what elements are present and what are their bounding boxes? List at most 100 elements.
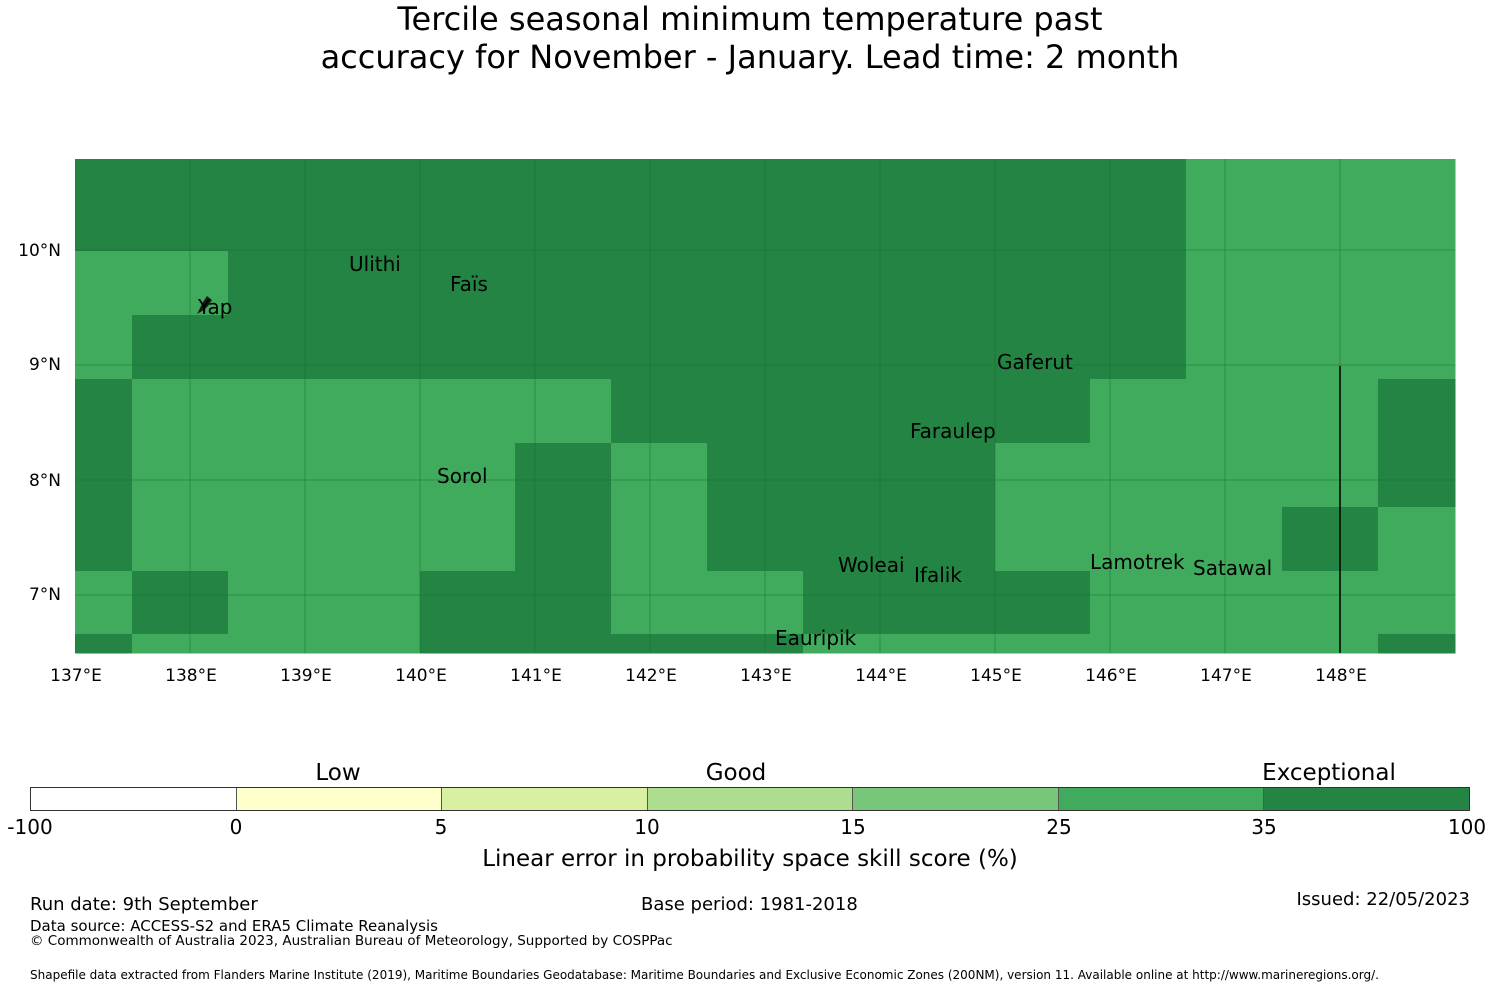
skill-cell	[420, 251, 516, 316]
lat-tick-label: 10°N	[18, 241, 61, 261]
skill-cell	[1282, 571, 1379, 635]
skill-cell	[803, 251, 900, 316]
skill-cell	[228, 187, 325, 252]
place-label-eauripik: Eauripik	[775, 626, 857, 650]
skill-cell	[1378, 507, 1456, 572]
skill-cell	[995, 251, 1091, 316]
skill-cell	[995, 379, 1091, 444]
lon-tick-label: 147°E	[1200, 666, 1252, 686]
place-label-woleai: Woleai	[838, 553, 905, 577]
skill-cell	[420, 379, 516, 444]
run-date: Run date: 9th September	[30, 894, 258, 915]
skill-cell	[75, 315, 133, 380]
skill-cell	[707, 507, 804, 572]
lat-tick-label: 7°N	[29, 585, 61, 605]
lat-tick-label: 9°N	[29, 355, 61, 375]
skill-cell	[515, 634, 612, 654]
skill-cell	[420, 443, 516, 508]
skill-cell	[1186, 507, 1283, 572]
skill-cell	[75, 634, 133, 654]
colorbar-label: Linear error in probability space skill …	[482, 846, 1018, 872]
lon-tick-label: 137°E	[50, 666, 102, 686]
place-labels: Ulithi Faïs Yap Gaferut Faraulep Sorol W…	[197, 252, 1272, 650]
skill-cell	[707, 443, 804, 508]
skill-cell	[75, 251, 133, 316]
place-label-yap: Yap	[197, 295, 232, 319]
map-title-line-2: accuracy for November - January. Lead ti…	[320, 38, 1180, 76]
skill-cell	[1090, 187, 1187, 252]
skill-grid	[75, 159, 1456, 654]
latitude-ticks: 10°N 9°N 8°N 7°N	[18, 241, 61, 605]
skill-cell	[75, 187, 133, 252]
lon-tick-label: 141°E	[510, 666, 562, 686]
skill-cell	[707, 571, 804, 635]
skill-cell	[1090, 571, 1187, 635]
skill-cell	[1282, 159, 1379, 188]
skill-cell	[515, 443, 612, 508]
skill-cell	[803, 634, 900, 654]
skill-cell	[324, 571, 421, 635]
lon-tick-label: 138°E	[165, 666, 217, 686]
skill-cell	[1090, 315, 1187, 380]
skill-cell	[1378, 571, 1456, 635]
skill-cell	[611, 507, 708, 572]
skill-cell	[899, 571, 996, 635]
colorbar-tick-label: 5	[434, 815, 448, 839]
skill-cell	[707, 159, 804, 188]
skill-cell	[707, 315, 804, 380]
place-label-ifalik: Ifalik	[914, 563, 962, 587]
skill-cell	[899, 443, 996, 508]
skill-cell	[1090, 159, 1187, 188]
skill-cell	[1282, 315, 1379, 380]
legend-category-good: Good	[705, 760, 767, 786]
colorbar-segment	[1264, 788, 1470, 810]
skill-cell	[228, 634, 325, 654]
skill-cell	[611, 571, 708, 635]
skill-cell	[228, 571, 325, 635]
skill-cell	[324, 443, 421, 508]
skill-cell	[1282, 379, 1379, 444]
skill-cell	[515, 507, 612, 572]
place-label-ulithi: Ulithi	[349, 252, 401, 276]
lon-tick-label: 145°E	[970, 666, 1022, 686]
skill-cell	[132, 571, 229, 635]
skill-cell	[1186, 443, 1283, 508]
issued-date: Issued: 22/05/2023	[1296, 889, 1470, 910]
lon-tick-label: 142°E	[625, 666, 677, 686]
shapefile-credit: Shapefile data extracted from Flanders M…	[30, 968, 1379, 982]
skill-cell	[1378, 251, 1456, 316]
skill-cell	[75, 443, 133, 508]
skill-cell	[420, 507, 516, 572]
skill-cell	[132, 251, 229, 316]
skill-cell	[515, 159, 612, 188]
place-label-satawal: Satawal	[1193, 556, 1272, 580]
skill-cell	[132, 379, 229, 444]
skill-cell	[420, 571, 516, 635]
data-source: Data source: ACCESS-S2 and ERA5 Climate …	[30, 917, 438, 935]
skill-cell	[707, 634, 804, 654]
lon-tick-label: 140°E	[395, 666, 447, 686]
skill-cell	[899, 379, 996, 444]
skill-cell	[1090, 443, 1187, 508]
skill-cell	[324, 187, 421, 252]
place-label-gaferut: Gaferut	[997, 350, 1073, 374]
skill-cell	[1282, 507, 1379, 572]
place-label-lamotrek: Lamotrek	[1090, 550, 1185, 574]
skill-cell	[420, 634, 516, 654]
skill-cell	[1378, 187, 1456, 252]
skill-cell	[515, 571, 612, 635]
skill-cell	[228, 315, 325, 380]
skill-cell	[1186, 379, 1283, 444]
skill-cell	[1186, 634, 1283, 654]
skill-cell	[420, 159, 516, 188]
skill-cell	[324, 315, 421, 380]
colorbar-tick-label: 35	[1251, 815, 1277, 839]
longitude-ticks: 137°E 138°E 139°E 140°E 141°E 142°E 143°…	[50, 666, 1367, 686]
skill-cell	[803, 443, 900, 508]
colorbar-segment	[1058, 788, 1265, 810]
map-title-line-1: Tercile seasonal minimum temperature pas…	[397, 0, 1103, 38]
skill-cell	[803, 315, 900, 380]
skill-cell	[75, 159, 133, 188]
legend-category-low: Low	[315, 760, 361, 786]
skill-cell	[803, 507, 900, 572]
